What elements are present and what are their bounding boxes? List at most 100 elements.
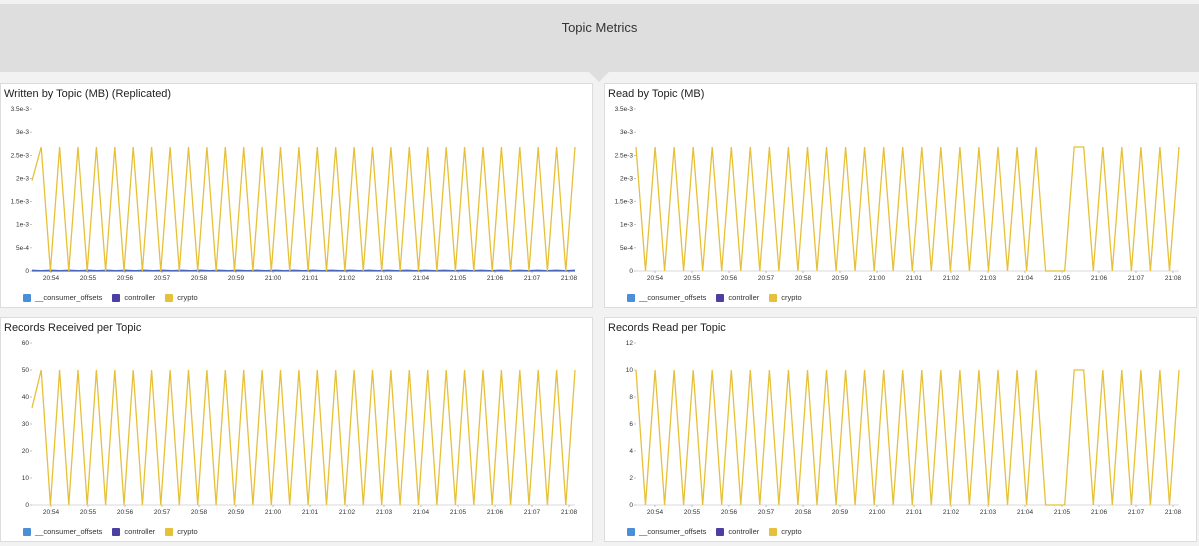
legend-swatch bbox=[23, 293, 31, 302]
x-tick-label: 21:00 bbox=[869, 509, 886, 516]
y-tick-label: 5e-4 bbox=[16, 245, 29, 252]
x-tick-label: 21:03 bbox=[376, 275, 393, 282]
x-tick-label: 21:04 bbox=[1017, 275, 1034, 282]
x-tick-label: 21:07 bbox=[1128, 275, 1145, 282]
x-tick-label: 21:01 bbox=[906, 275, 923, 282]
legend-swatch bbox=[716, 527, 725, 536]
x-tick-label: 21:07 bbox=[524, 509, 541, 516]
x-tick-label: 20:54 bbox=[43, 509, 60, 516]
panel-title: Records Read per Topic bbox=[608, 322, 726, 334]
x-tick-label: 21:05 bbox=[1054, 509, 1071, 516]
legend-item[interactable]: __consumer_offsets bbox=[627, 527, 706, 536]
chart-records-received: 0 10 20 30 40 50 60 20:54 20:55 20:56 20:57 20:58 20… bbox=[22, 340, 578, 516]
y-tick-label: 3e-3 bbox=[620, 129, 633, 136]
x-tick-label: 20:55 bbox=[80, 275, 97, 282]
legend-item[interactable]: crypto bbox=[769, 527, 802, 536]
legend-swatch bbox=[23, 527, 31, 536]
x-tick-label: 21:00 bbox=[869, 275, 886, 282]
legend-swatch bbox=[165, 293, 174, 302]
legend-item[interactable]: __consumer_offsets bbox=[627, 293, 706, 302]
y-tick-label: 60 bbox=[22, 340, 30, 347]
x-tick-label: 20:58 bbox=[795, 509, 812, 516]
x-tick-label: 21:06 bbox=[1091, 275, 1108, 282]
chart-read-by-topic: 0 5e-4 1e-3 1.5e-3 2e-3 2.5e-3 3e-3 3.5e-3 20:54… bbox=[615, 106, 1182, 282]
chart-legend: __consumer_offsets controller crypto bbox=[627, 527, 812, 536]
legend-item[interactable]: controller bbox=[112, 293, 155, 302]
legend-label: crypto bbox=[177, 293, 198, 302]
x-tick-label: 21:02 bbox=[339, 275, 356, 282]
x-tick-label: 21:06 bbox=[487, 509, 504, 516]
x-tick-label: 20:56 bbox=[721, 509, 738, 516]
x-tick-label: 20:58 bbox=[795, 275, 812, 282]
legend-swatch bbox=[627, 293, 635, 302]
legend-label: __consumer_offsets bbox=[35, 527, 103, 536]
x-tick-label: 21:00 bbox=[265, 275, 282, 282]
y-tick-label: 2.5e-3 bbox=[11, 152, 30, 159]
x-tick-label: 21:08 bbox=[561, 275, 578, 282]
y-tick-label: 1.5e-3 bbox=[615, 199, 634, 206]
y-tick-label: 3.5e-3 bbox=[11, 106, 30, 113]
series-line-crypto bbox=[31, 369, 576, 506]
y-tick-label: 12 bbox=[626, 340, 634, 347]
panel-read-by-topic[interactable]: Read by Topic (MB) 0 5e-4 1e-3 1.5e-3 2e-3 2.… bbox=[604, 83, 1197, 308]
x-tick-label: 20:59 bbox=[228, 509, 245, 516]
legend-swatch bbox=[165, 527, 174, 536]
chart-legend: __consumer_offsets controller crypto bbox=[23, 527, 208, 536]
legend-label: __consumer_offsets bbox=[639, 293, 707, 302]
series-line-crypto bbox=[635, 369, 1180, 506]
panel-records-read[interactable]: Records Read per Topic 0 2 4 6 8 10 12 20:54 20:… bbox=[604, 317, 1197, 542]
y-tick-label: 2 bbox=[629, 475, 633, 482]
x-tick-label: 21:05 bbox=[450, 509, 467, 516]
y-tick-label: 3.5e-3 bbox=[615, 106, 634, 113]
legend-item[interactable]: crypto bbox=[769, 293, 802, 302]
x-tick-label: 20:57 bbox=[758, 275, 775, 282]
legend-item[interactable]: __consumer_offsets bbox=[23, 293, 102, 302]
x-tick-label: 20:55 bbox=[684, 275, 701, 282]
legend-item[interactable]: crypto bbox=[165, 293, 198, 302]
y-tick-label: 30 bbox=[22, 421, 30, 428]
x-tick-label: 21:02 bbox=[943, 275, 960, 282]
chart-legend: __consumer_offsets controller crypto bbox=[23, 293, 208, 302]
x-tick-label: 21:06 bbox=[1091, 509, 1108, 516]
x-tick-label: 21:07 bbox=[524, 275, 541, 282]
x-tick-label: 21:03 bbox=[376, 509, 393, 516]
legend-item[interactable]: __consumer_offsets bbox=[23, 527, 102, 536]
x-tick-label: 20:54 bbox=[43, 275, 60, 282]
panel-title: Read by Topic (MB) bbox=[608, 88, 705, 100]
legend-item[interactable]: crypto bbox=[165, 527, 198, 536]
legend-item[interactable]: controller bbox=[716, 293, 759, 302]
x-tick-label: 21:04 bbox=[413, 275, 430, 282]
x-tick-label: 21:06 bbox=[487, 275, 504, 282]
y-tick-label: 10 bbox=[626, 367, 634, 374]
y-tick-label: 1.5e-3 bbox=[11, 199, 30, 206]
x-tick-label: 20:59 bbox=[832, 275, 849, 282]
x-tick-label: 20:59 bbox=[228, 275, 245, 282]
y-tick-label: 0 bbox=[629, 502, 633, 509]
x-tick-label: 20:58 bbox=[191, 275, 208, 282]
legend-label: crypto bbox=[781, 293, 802, 302]
x-tick-label: 20:55 bbox=[80, 509, 97, 516]
x-tick-label: 20:57 bbox=[758, 509, 775, 516]
legend-swatch bbox=[769, 293, 778, 302]
y-tick-label: 0 bbox=[629, 268, 633, 275]
y-tick-label: 2e-3 bbox=[16, 175, 29, 182]
legend-item[interactable]: controller bbox=[716, 527, 759, 536]
legend-label: crypto bbox=[781, 527, 802, 536]
y-tick-label: 0 bbox=[25, 502, 29, 509]
panel-records-received[interactable]: Records Received per Topic 0 10 20 30 40 50 60… bbox=[0, 317, 593, 542]
x-tick-label: 21:01 bbox=[906, 509, 923, 516]
x-tick-label: 21:08 bbox=[1165, 275, 1182, 282]
legend-swatch bbox=[112, 527, 121, 536]
legend-item[interactable]: controller bbox=[112, 527, 155, 536]
legend-label: controller bbox=[728, 527, 760, 536]
x-tick-label: 21:07 bbox=[1128, 509, 1145, 516]
chart-legend: __consumer_offsets controller crypto bbox=[627, 293, 812, 302]
panel-title: Written by Topic (MB) (Replicated) bbox=[4, 88, 172, 100]
series-line-crypto bbox=[31, 146, 576, 272]
y-tick-label: 4 bbox=[629, 448, 633, 455]
y-tick-label: 6 bbox=[629, 421, 633, 428]
x-tick-label: 21:05 bbox=[450, 275, 467, 282]
legend-swatch bbox=[769, 527, 778, 536]
panel-written-by-topic[interactable]: Written by Topic (MB) (Replicated) 0 5e-4… bbox=[0, 83, 593, 308]
x-tick-label: 21:02 bbox=[943, 509, 960, 516]
